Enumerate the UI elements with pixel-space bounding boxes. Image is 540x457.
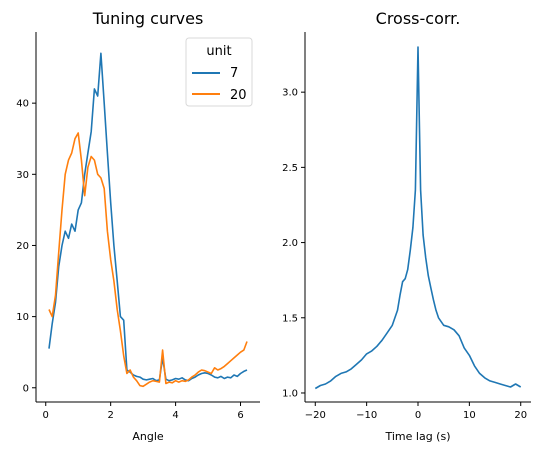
- axes: −20 −10 0 10 20 1.0 1.5 2.0 2.5 3.0: [282, 32, 531, 421]
- series-lines: [314, 46, 522, 390]
- x-tick-label: 4: [172, 410, 178, 421]
- y-tick-label: 1.5: [282, 313, 298, 324]
- y-tick-label: 2.5: [282, 163, 298, 174]
- y-tick-label: 10: [16, 312, 29, 323]
- legend-label-unit-20: 20: [230, 88, 247, 103]
- series-line-unit-7: [48, 52, 248, 382]
- x-tick-label: 0: [415, 410, 421, 421]
- y-tick-label: 2.0: [282, 238, 298, 249]
- y-tick-label: 0: [23, 383, 29, 394]
- x-tick-label: −20: [305, 410, 326, 421]
- x-tick-label: 0: [43, 410, 49, 421]
- tuning-curves-panel: Tuning curves Angle 0 2 4 6 0 10 20 30 40 unit 7…: [16, 9, 260, 443]
- series-line-unit-20: [48, 132, 248, 388]
- chart-title: Cross-corr.: [376, 9, 461, 28]
- y-tick-label: 30: [16, 170, 29, 181]
- x-tick-label: 2: [107, 410, 113, 421]
- x-tick-label: 6: [237, 410, 243, 421]
- x-tick-label: −10: [356, 410, 377, 421]
- cross-correlation-line: [314, 46, 522, 390]
- cross-correlation-panel: Cross-corr. Time lag (s) −20 −10 0 10 20 1.0 1…: [282, 9, 531, 443]
- y-tick-label: 3.0: [282, 88, 298, 99]
- y-tick-label: 20: [16, 241, 29, 252]
- x-tick-label: 20: [514, 410, 527, 421]
- legend: unit 7 20: [185, 37, 253, 107]
- x-axis-label: Time lag (s): [384, 430, 450, 443]
- series-lines: [48, 52, 248, 388]
- axes: 0 2 4 6 0 10 20 30 40: [16, 32, 260, 421]
- y-tick-label: 1.0: [282, 388, 298, 399]
- y-tick-label: 40: [16, 99, 29, 110]
- chart-title: Tuning curves: [92, 9, 204, 28]
- x-axis-label: Angle: [132, 430, 164, 443]
- legend-title: unit: [206, 44, 231, 59]
- legend-label-unit-7: 7: [230, 66, 238, 81]
- x-tick-label: 10: [463, 410, 476, 421]
